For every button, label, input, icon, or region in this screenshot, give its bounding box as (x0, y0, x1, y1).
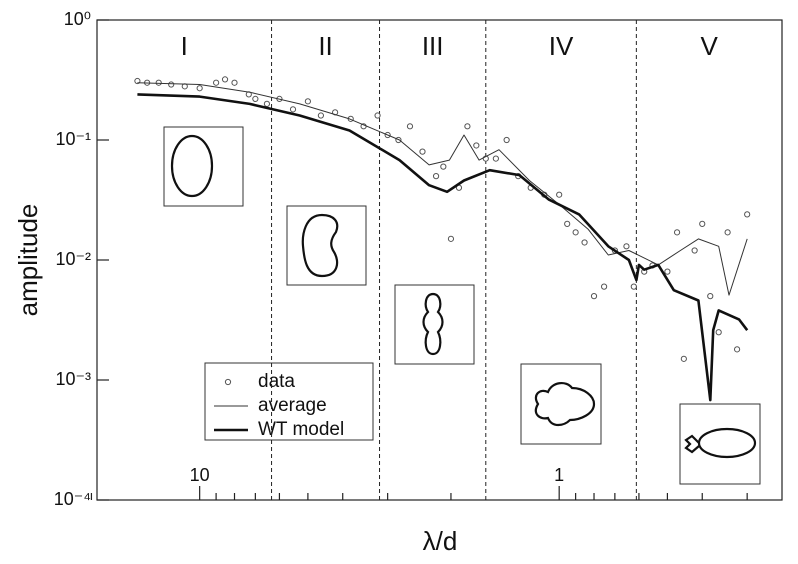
inset-box (286, 205, 367, 286)
inset-shape (301, 213, 339, 278)
data-point (221, 76, 229, 83)
data-point (440, 163, 447, 170)
y-tick-label: 10⁻³ (55, 369, 91, 389)
inset-box (520, 363, 602, 445)
data-point (630, 283, 637, 290)
inset-shape (422, 292, 444, 356)
inset-box (163, 126, 244, 207)
data-point (744, 211, 751, 218)
legend-marker (224, 378, 232, 386)
inset-shapes (163, 126, 761, 485)
data-point (492, 155, 499, 162)
region-label: IV (549, 31, 574, 61)
data-point (699, 220, 706, 227)
plot-frame (96, 19, 783, 501)
legend-label: data (258, 371, 295, 392)
data-point (406, 123, 414, 130)
region-label: I (181, 31, 188, 61)
data-point (600, 283, 608, 290)
data-point (168, 81, 175, 88)
x-tick-label: 1 (554, 465, 564, 485)
inset-shape (534, 382, 596, 427)
data-point (556, 191, 563, 198)
data-point (664, 268, 671, 275)
legend-box (204, 362, 374, 441)
data-point (623, 243, 630, 250)
legend: data average WT model (204, 362, 374, 441)
data-point (252, 95, 259, 103)
data-point (263, 100, 271, 107)
region-label: V (701, 31, 719, 61)
y-tick-label: 10⁻² (55, 249, 91, 269)
data-point (432, 173, 440, 180)
inset-shape (684, 434, 700, 454)
y-tick-label: 10⁻⁴ (54, 489, 91, 509)
inset-box (679, 403, 761, 485)
data-point (196, 85, 203, 92)
data-point (733, 346, 741, 353)
x-tick-label: 10 (190, 465, 210, 485)
data-point (447, 235, 455, 242)
data-point (464, 123, 471, 130)
data-point (715, 329, 722, 336)
y-tick-label: 10⁰ (64, 9, 91, 29)
data-point (231, 79, 238, 86)
data-point (419, 148, 426, 155)
y-axis-label: amplitude (13, 204, 43, 317)
series-line (137, 82, 748, 296)
data-point (590, 293, 598, 300)
data-point (581, 239, 588, 246)
inset-box (394, 284, 475, 365)
data-point (503, 136, 510, 144)
series-line (137, 93, 749, 402)
data-point (155, 79, 162, 86)
data-point (289, 106, 297, 113)
data-point (572, 229, 579, 236)
data-point (473, 142, 480, 149)
data-point (374, 112, 381, 119)
legend-label: WT model (258, 419, 344, 440)
inset-shape (170, 134, 214, 198)
legend-label: average (258, 395, 327, 416)
region-label: II (318, 31, 332, 61)
data-point (724, 229, 731, 236)
data-point (213, 79, 220, 86)
region-label: III (422, 31, 444, 61)
data-point (707, 293, 714, 300)
data-point (564, 220, 571, 227)
y-tick-label: 10⁻¹ (55, 129, 91, 149)
data-point (304, 98, 311, 105)
data-point (680, 355, 687, 362)
data-point (317, 112, 325, 119)
data-point (691, 247, 698, 254)
data-point (673, 229, 681, 236)
x-axis-label: λ/d (423, 526, 458, 556)
